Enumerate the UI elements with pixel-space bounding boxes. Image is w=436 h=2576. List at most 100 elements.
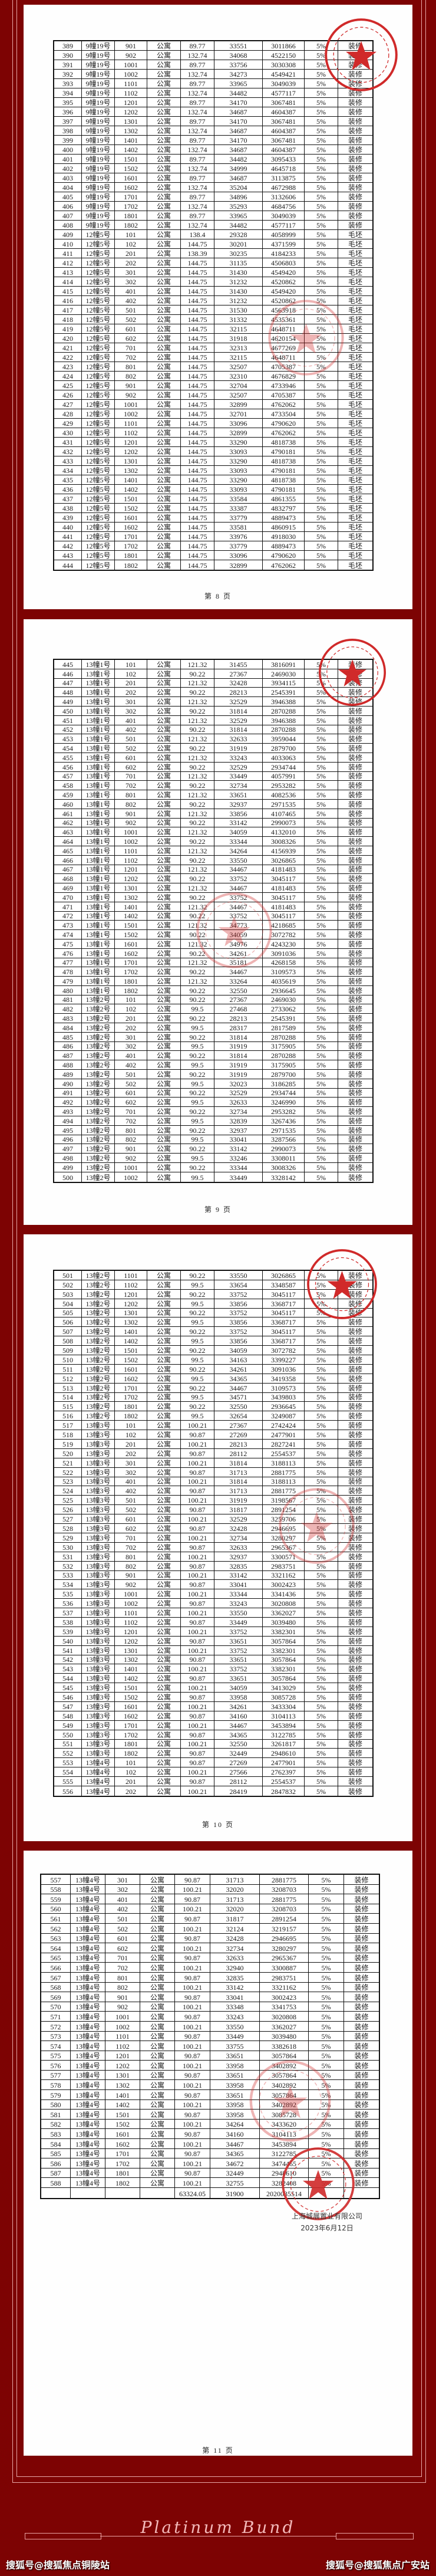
building-cell: 13幢1号 bbox=[82, 865, 115, 874]
ratio-cell: 5% bbox=[309, 1982, 344, 1992]
unit-number-cell: 601 bbox=[115, 324, 147, 333]
total-row: 63324.05 31900 2020035514 bbox=[41, 2188, 379, 2198]
row-number-cell: 398 bbox=[54, 126, 82, 135]
row-number-cell: 465 bbox=[54, 846, 82, 855]
area-cell: 99.5 bbox=[181, 1116, 214, 1125]
row-number-cell: 411 bbox=[54, 249, 82, 258]
finish-status-cell: 装修 bbox=[348, 902, 362, 911]
building-cell: 9幢19号 bbox=[82, 60, 115, 69]
property-type-cell: 公寓 bbox=[147, 1608, 181, 1617]
building-cell: 13幢4号 bbox=[71, 1875, 105, 1884]
building-cell: 13幢3号 bbox=[82, 1636, 115, 1645]
total-price-cell: 3188113 bbox=[263, 1458, 305, 1467]
area-cell: 100.21 bbox=[175, 2119, 210, 2129]
ratio-cell: 5% bbox=[305, 183, 338, 192]
building-cell: 13幢2号 bbox=[82, 1336, 115, 1346]
area-cell: 99.5 bbox=[181, 1336, 214, 1346]
property-type-cell: 公寓 bbox=[147, 221, 181, 229]
table-row: 428 12幢5号 1002 公寓 144.75 32701 4733504 5% 毛坯 bbox=[54, 409, 372, 419]
row-number-cell: 416 bbox=[54, 296, 82, 305]
finish-status-cell: 装修 bbox=[348, 1627, 362, 1636]
row-number-cell: 553 bbox=[54, 1758, 82, 1767]
unit-price-cell: 32507 bbox=[214, 362, 263, 371]
area-cell: 100.21 bbox=[175, 2099, 210, 2110]
property-type-cell: 公寓 bbox=[140, 1953, 175, 1963]
finish-status-cell: 毛坯 bbox=[348, 259, 362, 267]
table-row: 507 13幢2号 1401 公寓 90.22 33752 3045117 5% 装修 bbox=[54, 1327, 372, 1337]
table-row: 433 12幢5号 1301 公寓 144.75 33290 4818738 5% 毛坯 bbox=[54, 456, 372, 466]
table-row: 533 13幢3号 901 公寓 100.21 33142 3321162 5% 装修 bbox=[54, 1570, 372, 1581]
unit-price-cell: 33449 bbox=[214, 1617, 263, 1627]
row-number-cell: 466 bbox=[54, 855, 82, 865]
ratio-cell: 5% bbox=[305, 1116, 338, 1125]
finish-status-cell: 装修 bbox=[348, 930, 362, 939]
building-cell: 13幢2号 bbox=[82, 1070, 115, 1079]
unit-price-cell: 32633 bbox=[214, 1542, 263, 1552]
unit-price-cell: 34273 bbox=[214, 70, 263, 78]
row-number-cell: 464 bbox=[54, 837, 82, 846]
ratio-cell: 5% bbox=[305, 230, 338, 239]
finish-status-cell: 装修 bbox=[348, 1173, 362, 1182]
unit-price-cell: 33654 bbox=[214, 1280, 263, 1289]
unit-number-cell: 102 bbox=[115, 239, 147, 248]
property-type-cell: 公寓 bbox=[147, 1636, 181, 1645]
area-cell: 99.5 bbox=[181, 1317, 214, 1327]
unit-number-cell: 302 bbox=[115, 277, 147, 286]
finish-status-cell: 装修 bbox=[354, 2042, 369, 2051]
row-number-cell: 480 bbox=[54, 985, 82, 995]
total-price-cell: 3282408 bbox=[260, 2178, 309, 2187]
unit-number-cell: 602 bbox=[115, 1098, 147, 1107]
ratio-cell: 5% bbox=[305, 390, 338, 399]
total-price-cell: 3341436 bbox=[263, 1589, 305, 1599]
unit-number-cell: 301 bbox=[115, 268, 147, 277]
table-row: 485 13幢2号 301 公寓 90.22 31814 2870288 5% 装修 bbox=[54, 1032, 372, 1042]
property-type-cell: 公寓 bbox=[147, 475, 181, 484]
finish-status-cell: 毛坯 bbox=[348, 466, 362, 475]
unit-price-cell: 33651 bbox=[214, 1636, 263, 1645]
area-cell: 144.75 bbox=[181, 258, 214, 267]
total-price-cell: 3946388 bbox=[263, 715, 305, 725]
total-price-cell: 3175905 bbox=[263, 1060, 305, 1070]
finish-status-cell: 装修 bbox=[348, 1618, 362, 1627]
total-price-cell: 3085728 bbox=[263, 1693, 305, 1701]
row-number-cell: 511 bbox=[54, 1364, 82, 1374]
ratio-cell: 5% bbox=[305, 1070, 338, 1079]
ratio-cell: 5% bbox=[305, 902, 338, 911]
finish-status-cell: 毛坯 bbox=[348, 297, 362, 305]
finish-status-cell: 装修 bbox=[348, 1421, 362, 1430]
total-price-cell: 4620154 bbox=[263, 334, 305, 343]
unit-price-cell: 32654 bbox=[214, 1411, 263, 1421]
building-cell: 13幢4号 bbox=[71, 2129, 105, 2139]
property-type-cell: 公寓 bbox=[147, 51, 181, 60]
document-page-8: 389 9幢19号 901 公寓 89.77 33551 3011866 5% 装修 390 9幢1… bbox=[24, 5, 412, 609]
table-row: 484 13幢2号 202 公寓 99.5 28317 2817589 5% 装修 bbox=[54, 1023, 372, 1033]
unit-price-cell: 27468 bbox=[214, 1004, 263, 1014]
area-cell: 63324.05 bbox=[175, 2188, 210, 2198]
total-price-cell: 4790181 bbox=[263, 466, 305, 475]
total-price-cell: 4762062 bbox=[263, 400, 305, 409]
building-cell: 13幢3号 bbox=[82, 1421, 115, 1430]
table-row: 472 13幢1号 1402 公寓 90.22 33752 3045117 5% 装修 bbox=[54, 911, 372, 921]
finish-status-cell: 装修 bbox=[348, 856, 362, 865]
ratio-cell: 5% bbox=[305, 1364, 338, 1374]
area-cell: 100.21 bbox=[181, 1701, 214, 1711]
table-row: 574 13幢4号 1102 公寓 100.21 33755 3382618 5% 装修 bbox=[41, 2041, 379, 2051]
ratio-cell: 5% bbox=[305, 781, 338, 790]
table-row: 587 13幢4号 1801 公寓 90.87 32449 2948610 5% 装修 bbox=[41, 2168, 379, 2179]
unit-price-cell: 33651 bbox=[214, 1655, 263, 1664]
row-number-cell: 403 bbox=[54, 173, 82, 182]
unit-price-cell: 32937 bbox=[214, 799, 263, 809]
property-type-cell: 公寓 bbox=[147, 202, 181, 211]
ratio-cell: 5% bbox=[305, 1617, 338, 1627]
area-cell: 132.74 bbox=[181, 164, 214, 173]
building-cell: 13幢4号 bbox=[82, 1786, 115, 1796]
unit-price-cell: 34467 bbox=[214, 1383, 263, 1392]
ratio-cell: 5% bbox=[305, 725, 338, 734]
unit-number-cell: 1202 bbox=[115, 1636, 147, 1645]
unit-price-cell: 31814 bbox=[214, 1032, 263, 1041]
area-cell: 121.32 bbox=[181, 771, 214, 781]
row-number-cell: 529 bbox=[54, 1533, 82, 1542]
total-price-cell: 4520862 bbox=[263, 296, 305, 305]
area-cell: 90.87 bbox=[181, 1758, 214, 1767]
row-number-cell: 439 bbox=[54, 513, 82, 522]
